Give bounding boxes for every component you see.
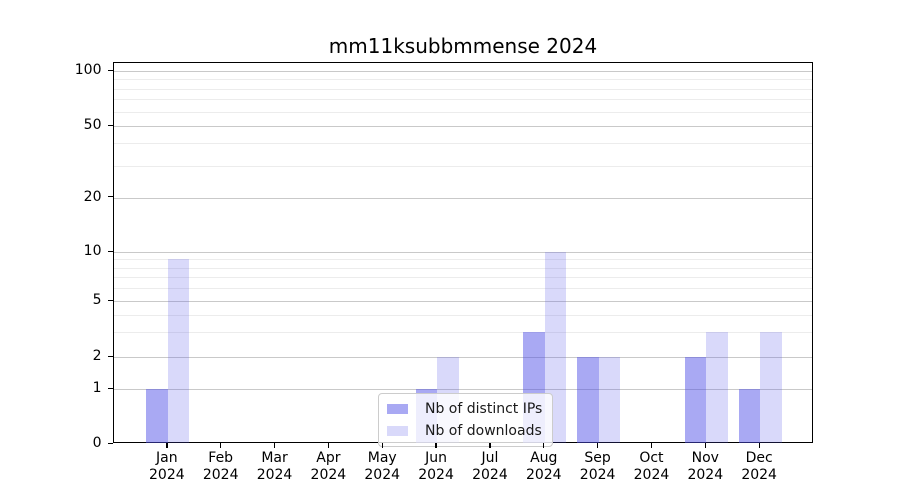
chart-title: mm11ksubbmmense 2024 [328,34,598,58]
x-tick-label: Jul 2024 [472,450,508,483]
y-tick-mark [107,387,113,389]
minor-gridline [114,165,812,167]
bar-nb-of-downloads-nov-2024 [706,332,728,443]
y-tick-mark [107,442,113,444]
legend: Nb of distinct IPs Nb of downloads [378,393,554,447]
legend-item: Nb of distinct IPs [387,400,542,418]
bar-nb-of-distinct-ips-sep-2024 [577,357,599,443]
x-tick-mark [435,443,437,448]
x-tick-label: Sep 2024 [579,450,616,483]
x-tick-label: Apr 2024 [310,450,347,483]
legend-label: Nb of distinct IPs [425,401,543,417]
y-tick-mark [107,355,113,357]
major-gridline [114,126,812,127]
x-tick-mark [489,443,491,448]
legend-label: Nb of downloads [425,423,542,439]
y-tick-label: 50 [83,117,102,133]
major-gridline [114,389,812,390]
x-tick-label: Jun 2024 [418,450,454,483]
y-tick-mark [107,196,113,198]
bar-nb-of-downloads-sep-2024 [598,357,621,443]
x-tick-mark [758,443,760,448]
y-tick-label: 10 [83,243,102,259]
x-tick-label: Aug 2024 [525,450,562,483]
major-gridline [114,197,812,199]
legend-item: Nb of downloads [387,422,542,440]
minor-gridline [114,277,812,279]
x-tick-label: Nov 2024 [687,450,724,483]
major-gridline [114,301,812,302]
minor-gridline [114,288,812,290]
y-tick-label: 5 [92,292,102,308]
y-tick-label: 20 [83,188,102,205]
y-tick-mark [107,299,113,301]
x-tick-mark [220,443,222,448]
y-tick-label: 2 [92,348,102,364]
x-tick-label: Dec 2024 [741,450,777,483]
x-tick-label: Jan 2024 [149,450,185,483]
minor-gridline [114,79,812,81]
minor-gridline [114,99,812,101]
y-tick-mark [107,250,113,252]
minor-gridline [114,332,812,334]
x-tick-mark [327,443,330,448]
x-tick-label: Mar 2024 [256,450,293,483]
bar-nb-of-downloads-dec-2024 [760,332,782,443]
x-tick-label: Oct 2024 [633,450,670,483]
minor-gridline [114,259,812,261]
minor-gridline [114,267,812,269]
x-tick-mark [704,443,706,448]
x-tick-mark [273,443,276,448]
minor-gridline [114,314,812,316]
x-tick-mark [543,443,545,448]
x-tick-mark [381,443,383,448]
x-tick-label: Feb 2024 [202,450,239,483]
x-tick-mark [166,443,168,448]
minor-gridline [114,88,812,90]
major-gridline [114,357,812,358]
legend-swatch-icon [387,404,408,414]
major-gridline [114,71,812,72]
x-tick-label: May 2024 [364,450,401,483]
x-tick-mark [650,443,653,448]
bar-nb-of-downloads-jan-2024 [167,259,190,443]
y-tick-label: 1 [92,380,102,396]
legend-swatch-icon [387,426,408,436]
bar-nb-of-distinct-ips-jan-2024 [146,389,168,443]
major-gridline [114,252,812,253]
y-tick-mark [107,124,113,126]
y-tick-mark [107,69,113,71]
y-tick-label: 100 [74,62,102,78]
plot-area: Nb of distinct IPs Nb of downloads [113,62,813,447]
minor-gridline [114,111,812,113]
x-tick-mark [597,443,599,448]
y-tick-label: 0 [92,435,102,451]
bar-nb-of-distinct-ips-nov-2024 [684,357,707,443]
minor-gridline [114,143,812,145]
bar-nb-of-distinct-ips-dec-2024 [738,389,761,443]
